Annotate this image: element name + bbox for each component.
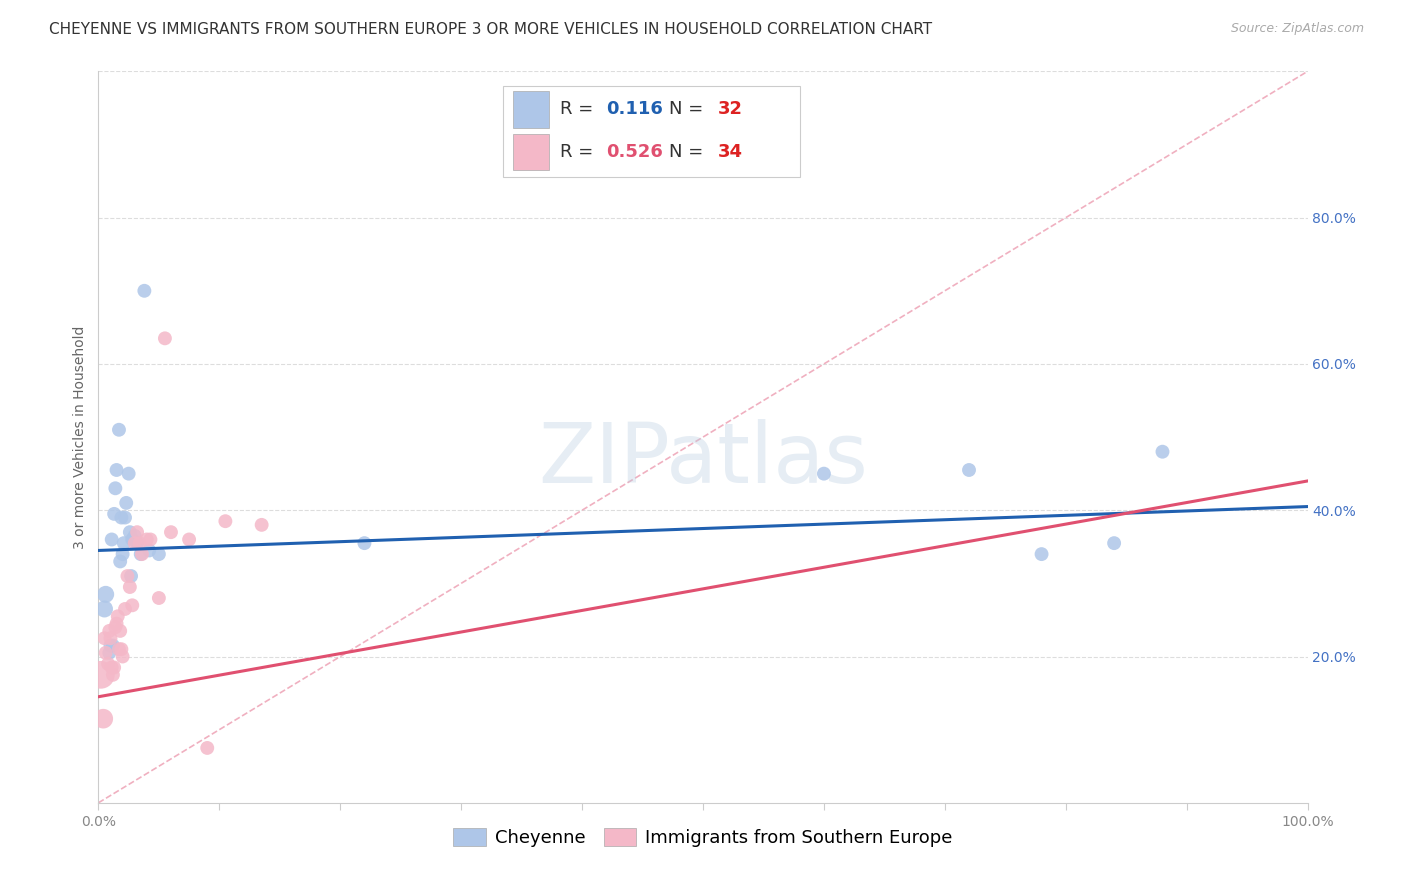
- Point: [100, 632, 122, 646]
- Point: [101, 667, 124, 681]
- Point: [98, 624, 121, 638]
- Point: [1031, 547, 1053, 561]
- Point: [195, 740, 218, 755]
- FancyBboxPatch shape: [513, 91, 550, 128]
- Point: [108, 554, 131, 568]
- Point: [94, 646, 117, 660]
- Text: CHEYENNE VS IMMIGRANTS FROM SOUTHERN EUROPE 3 OR MORE VEHICLES IN HOUSEHOLD CORR: CHEYENNE VS IMMIGRANTS FROM SOUTHERN EUR…: [49, 22, 932, 37]
- Point: [160, 525, 183, 540]
- Text: 0.116: 0.116: [606, 101, 664, 119]
- Point: [124, 529, 146, 543]
- Point: [139, 533, 162, 547]
- Point: [91, 712, 114, 726]
- Text: 0.526: 0.526: [606, 143, 664, 161]
- Point: [103, 660, 125, 674]
- Text: R =: R =: [561, 143, 599, 161]
- Point: [108, 624, 131, 638]
- Point: [93, 632, 115, 646]
- Point: [112, 536, 135, 550]
- Point: [107, 609, 129, 624]
- Point: [118, 525, 141, 540]
- Text: ZIPatlas: ZIPatlas: [538, 418, 868, 500]
- Point: [129, 547, 152, 561]
- Point: [101, 639, 124, 653]
- Point: [121, 533, 143, 547]
- Point: [104, 481, 127, 495]
- Point: [214, 514, 236, 528]
- Point: [131, 547, 153, 561]
- Point: [94, 587, 117, 601]
- Text: 34: 34: [717, 143, 742, 161]
- Point: [124, 536, 146, 550]
- Point: [148, 591, 170, 605]
- Point: [179, 533, 201, 547]
- Point: [120, 569, 142, 583]
- Point: [153, 331, 176, 345]
- Point: [103, 507, 125, 521]
- FancyBboxPatch shape: [503, 86, 800, 178]
- Point: [93, 602, 115, 616]
- Point: [100, 533, 122, 547]
- Point: [100, 639, 122, 653]
- Point: [114, 602, 136, 616]
- Y-axis label: 3 or more Vehicles in Household: 3 or more Vehicles in Household: [73, 326, 87, 549]
- Point: [108, 423, 131, 437]
- Point: [98, 646, 121, 660]
- Point: [104, 620, 127, 634]
- Text: N =: N =: [669, 101, 709, 119]
- Point: [127, 536, 149, 550]
- Legend: Cheyenne, Immigrants from Southern Europe: Cheyenne, Immigrants from Southern Europ…: [444, 819, 962, 856]
- Point: [134, 284, 156, 298]
- Point: [250, 517, 273, 532]
- Point: [117, 569, 139, 583]
- Point: [121, 599, 143, 613]
- Point: [1102, 536, 1125, 550]
- Point: [105, 463, 128, 477]
- Point: [97, 657, 120, 671]
- Point: [1152, 444, 1174, 458]
- FancyBboxPatch shape: [513, 134, 550, 170]
- Point: [115, 496, 138, 510]
- Point: [111, 547, 134, 561]
- Point: [90, 667, 112, 681]
- Text: 32: 32: [717, 101, 742, 119]
- Point: [135, 533, 157, 547]
- Point: [813, 467, 835, 481]
- Point: [138, 543, 160, 558]
- Point: [110, 510, 132, 524]
- Point: [110, 642, 132, 657]
- Point: [100, 660, 122, 674]
- Point: [114, 510, 136, 524]
- Point: [118, 467, 141, 481]
- Point: [118, 580, 141, 594]
- Text: R =: R =: [561, 101, 599, 119]
- Point: [108, 642, 131, 657]
- Point: [128, 536, 150, 550]
- Point: [127, 525, 149, 540]
- Point: [111, 649, 134, 664]
- Point: [148, 547, 170, 561]
- Point: [105, 616, 128, 631]
- Point: [353, 536, 375, 550]
- Text: Source: ZipAtlas.com: Source: ZipAtlas.com: [1230, 22, 1364, 36]
- Text: N =: N =: [669, 143, 709, 161]
- Point: [957, 463, 980, 477]
